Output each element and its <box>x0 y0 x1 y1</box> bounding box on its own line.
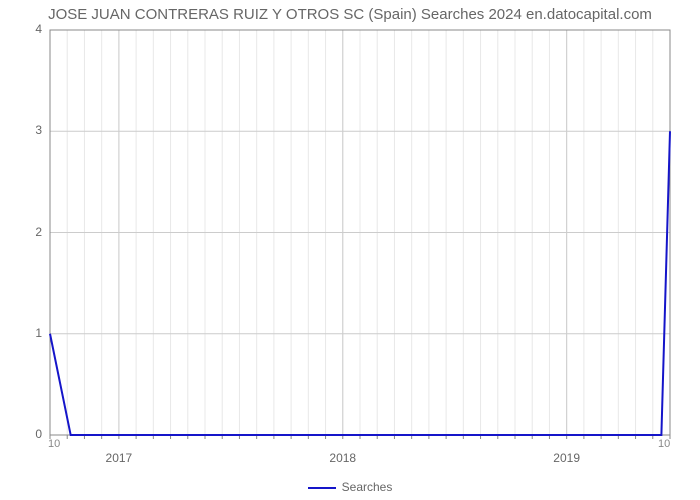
corner-label-left: 10 <box>48 438 60 450</box>
y-tick-label: 2 <box>0 225 42 239</box>
x-tick-label: 2018 <box>329 451 356 465</box>
corner-label-right: 10 <box>658 438 670 450</box>
y-tick-label: 3 <box>0 123 42 137</box>
plot-svg <box>50 30 670 435</box>
y-tick-label: 1 <box>0 326 42 340</box>
x-tick-label: 2017 <box>106 451 133 465</box>
searches-chart: JOSE JUAN CONTRERAS RUIZ Y OTROS SC (Spa… <box>0 0 700 500</box>
legend-swatch <box>308 487 336 489</box>
y-tick-label: 0 <box>0 427 42 441</box>
plot-area <box>50 30 670 435</box>
legend-label: Searches <box>342 480 393 494</box>
chart-title: JOSE JUAN CONTRERAS RUIZ Y OTROS SC (Spa… <box>0 6 700 23</box>
legend: Searches <box>0 480 700 494</box>
x-tick-label: 2019 <box>553 451 580 465</box>
y-tick-label: 4 <box>0 22 42 36</box>
